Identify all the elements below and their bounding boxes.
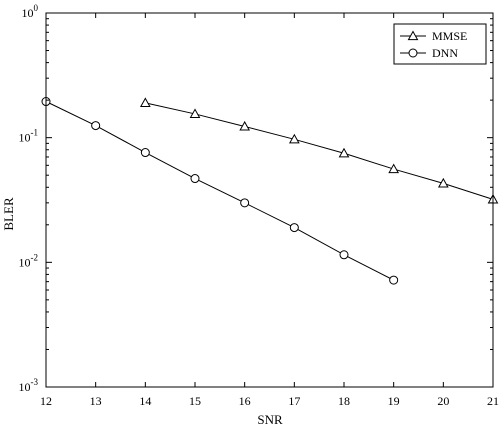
- data-point-dnn: [289, 223, 299, 233]
- data-point-dnn: [339, 250, 349, 260]
- x-tick-label: 15: [189, 394, 201, 408]
- data-point-dnn: [91, 121, 101, 131]
- x-axis-label: SNR: [257, 412, 283, 427]
- y-tick-label-exponent: -2: [31, 252, 39, 262]
- legend-label-mmse: MMSE: [432, 29, 467, 43]
- x-tick-label: 14: [139, 394, 151, 408]
- y-tick-label-exponent: -1: [31, 128, 39, 138]
- legend-marker-mmse: [407, 30, 419, 41]
- plot-area: [41, 97, 499, 285]
- series-dnn: [41, 97, 399, 285]
- legend-box: [393, 23, 487, 65]
- data-point-mmse: [239, 120, 251, 131]
- x-tick-label: 19: [388, 394, 400, 408]
- x-tick-label: 17: [288, 394, 300, 408]
- x-tick-label: 16: [239, 394, 251, 408]
- x-tick-label: 20: [437, 394, 449, 408]
- y-tick-label-base: 10: [19, 255, 31, 269]
- data-point-dnn: [190, 174, 200, 184]
- y-tick-label-exponent: -3: [31, 377, 39, 387]
- data-point-dnn: [389, 275, 399, 285]
- data-point-mmse: [338, 147, 350, 158]
- x-tick-label: 18: [338, 394, 350, 408]
- series-line-dnn: [45, 101, 394, 281]
- y-tick-label-base: 10: [22, 6, 34, 20]
- legend-label-dnn: DNN: [432, 46, 458, 60]
- y-axis-label: BLER: [1, 197, 16, 231]
- x-tick-label: 13: [90, 394, 102, 408]
- y-tick-label-base: 10: [19, 131, 31, 145]
- y-tick-label: 100: [22, 3, 39, 20]
- series-line-mmse: [145, 102, 494, 200]
- legend: MMSE DNN: [393, 23, 487, 65]
- y-tick-label: 10-1: [19, 128, 39, 145]
- data-point-dnn: [140, 148, 150, 158]
- y-tick-label: 10-2: [19, 252, 39, 269]
- data-point-mmse: [288, 133, 300, 144]
- plot-frame: [45, 12, 494, 388]
- data-point-mmse: [139, 97, 151, 108]
- x-tick-label: 12: [40, 394, 52, 408]
- y-tick-label: 10-3: [19, 377, 39, 394]
- data-point-mmse: [388, 163, 400, 174]
- legend-marker-dnn: [408, 48, 418, 58]
- y-tick-label-base: 10: [19, 380, 31, 394]
- series-mmse: [139, 97, 499, 204]
- data-point-dnn: [240, 198, 250, 208]
- data-point-mmse: [437, 177, 449, 188]
- y-tick-label-exponent: 0: [34, 3, 39, 13]
- data-point-mmse: [189, 108, 201, 119]
- x-tick-label: 21: [487, 394, 499, 408]
